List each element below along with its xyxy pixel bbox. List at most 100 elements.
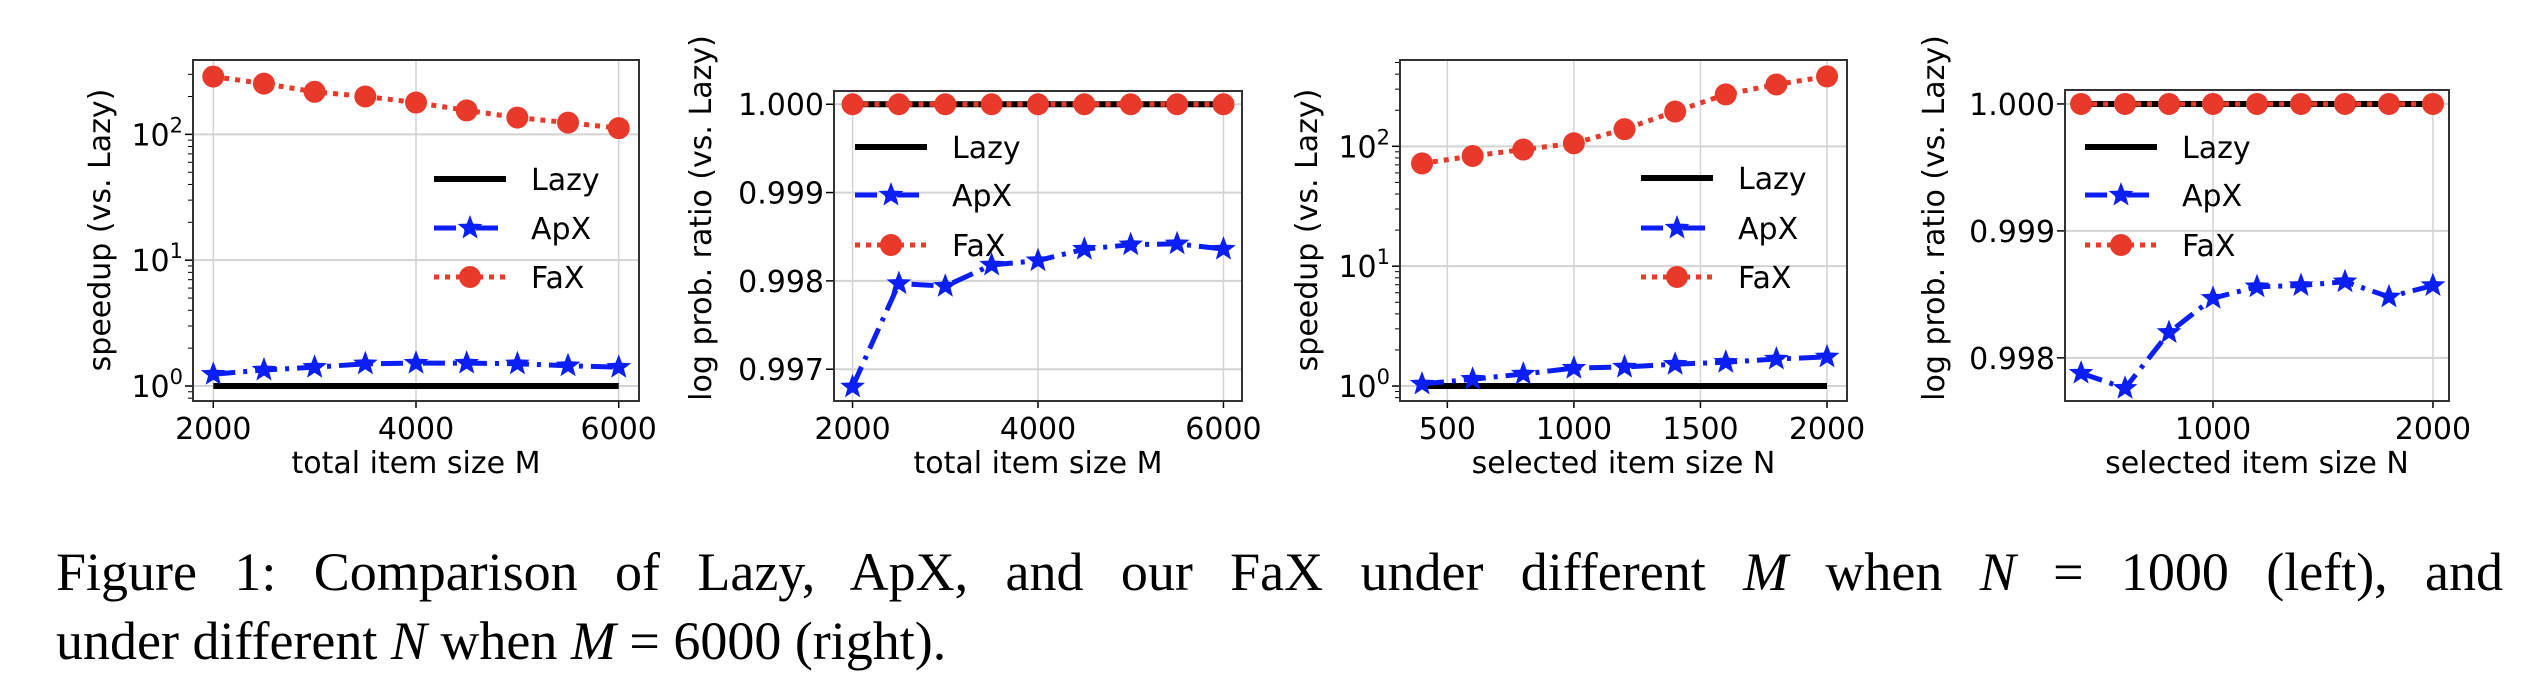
data-point-apx [1764,346,1789,370]
data-point-apx [403,350,429,374]
legend-label: ApX [531,212,591,247]
data-point-fax [405,91,427,114]
data-point-apx [302,354,327,378]
y-tick-label: 0.998 [1969,342,2055,377]
x-tick-label: 6000 [581,412,657,447]
y-tick-label: 1.000 [738,88,824,123]
y-axis-label: log prob. ratio (vs. Lazy) [1917,35,1952,401]
data-point-fax [506,106,529,129]
data-point-fax [1119,93,1142,116]
legend-marker [2110,234,2132,256]
legend-label: Lazy [952,131,1021,166]
y-tick-exponent: 1 [170,239,183,263]
legend-marker [1666,266,1688,288]
data-point-apx [932,273,958,297]
legend-label: Lazy [531,163,600,198]
y-tick-label: 100 [131,365,183,405]
series-line-fax [1421,73,1828,166]
x-tick-label: 2000 [1789,412,1865,447]
data-point-apx [1460,366,1485,390]
legend-marker [2108,182,2134,206]
data-point-apx [1025,247,1051,272]
y-tick-label: 102 [1338,125,1390,165]
data-point-fax [354,85,377,108]
y-tick-label: 1.000 [1969,88,2055,123]
y-axis-label: log prob. ratio (vs. Lazy) [684,35,719,401]
data-point-fax [2377,92,2400,115]
data-point-fax [1562,132,1585,155]
y-tick-label: 0.998 [738,265,824,300]
data-point-fax [1166,93,1189,116]
legend-item-fax: FaX [1641,261,1791,296]
series-line-apx [2080,279,2434,392]
data-point-fax [202,65,225,88]
x-axis-label: selected item size N [2105,446,2409,481]
series-layer [200,65,632,389]
legend-label: FaX [1738,261,1791,296]
legend-marker [457,215,483,239]
y-tick-label: 0.997 [738,353,824,388]
data-point-fax [2333,92,2356,115]
legend-item-apx: ApX [434,212,591,247]
y-tick-exponent: 1 [1377,245,1390,269]
y-tick-exponent: 0 [1377,365,1390,389]
data-point-apx [1164,230,1190,255]
y-tick-base: 10 [1338,130,1376,165]
x-tick-label: 1500 [1662,412,1738,447]
caption-math-symbol: M [1743,542,1789,602]
data-point-apx [2376,283,2402,308]
legend-label: ApX [952,179,1012,214]
y-tick-label: 0.999 [738,177,824,212]
legend-item-apx: ApX [855,179,1012,214]
data-point-fax [607,117,630,140]
legend: Lazy ApX FaX [434,163,600,296]
legend-item-lazy: Lazy [855,131,1021,166]
caption-math-symbol: N [1979,542,2016,602]
x-tick-label: 4000 [378,412,454,447]
legend-item-lazy: Lazy [434,163,600,198]
legend-marker [880,234,902,256]
x-tick-label: 500 [1419,412,1476,447]
data-point-apx [979,252,1004,276]
series-layer [2068,92,2446,399]
plot-frame [833,90,1243,402]
data-point-fax [557,111,580,134]
data-point-apx [1072,236,1097,260]
data-point-fax [2158,92,2181,115]
data-point-fax [1461,145,1484,168]
data-point-fax [1664,100,1687,123]
legend-label: FaX [952,229,1005,264]
x-axis-label: selected item size N [1472,446,1776,481]
legend-label: Lazy [2182,131,2251,166]
x-axis-label: total item size M [913,446,1162,481]
x-tick-label: 1000 [1536,412,1612,447]
data-point-apx [505,350,530,375]
y-tick-base: 10 [131,244,169,279]
caption-text: when [1788,542,1980,602]
data-point-fax [1613,118,1636,141]
series-line-apx [1421,354,1828,387]
data-point-apx [1118,231,1144,256]
caption-text: under different [56,611,391,671]
y-tick-label: 0.999 [1969,215,2055,250]
x-tick-label: 6000 [1185,412,1261,447]
data-point-apx [1409,371,1435,395]
legend-item-fax: FaX [2085,229,2235,264]
caption-text: Figure 1: Comparison of Lazy, ApX, and o… [56,542,1744,602]
data-point-fax [1714,83,1737,106]
data-point-apx [2288,272,2314,296]
data-point-fax [1073,93,1096,116]
legend-item-lazy: Lazy [1641,162,1807,197]
data-point-apx [200,361,226,385]
data-point-fax [1411,152,1434,175]
data-point-apx [454,350,479,374]
data-point-fax [1512,138,1535,161]
data-point-fax [455,99,478,122]
data-point-fax [2114,92,2137,115]
data-point-apx [1211,236,1236,260]
data-point-fax [934,93,957,116]
data-point-fax [841,93,864,116]
data-point-fax [303,80,326,103]
legend-label: FaX [531,261,584,296]
